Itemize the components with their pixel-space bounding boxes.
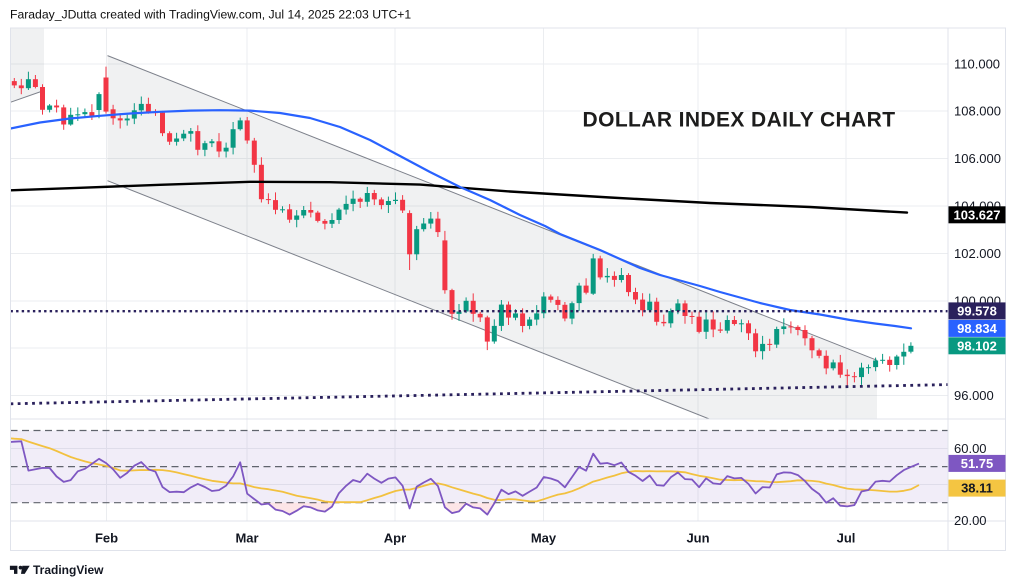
svg-text:110.000: 110.000 (954, 56, 1000, 71)
svg-text:98.102: 98.102 (957, 338, 997, 353)
svg-text:Faraday_JDutta created with Tr: Faraday_JDutta created with TradingView.… (10, 8, 411, 22)
svg-text:Jul: Jul (837, 531, 856, 546)
svg-text:TradingView: TradingView (33, 563, 104, 577)
svg-text:20.00: 20.00 (954, 513, 987, 528)
svg-text:38.11: 38.11 (961, 481, 993, 496)
svg-text:Jun: Jun (686, 531, 709, 546)
svg-text:May: May (531, 531, 557, 546)
svg-text:108.000: 108.000 (954, 104, 1001, 119)
svg-text:96.000: 96.000 (954, 388, 994, 403)
svg-text:103.627: 103.627 (954, 207, 1001, 222)
svg-text:51.75: 51.75 (961, 456, 994, 471)
svg-text:98.834: 98.834 (957, 321, 998, 336)
svg-text:Feb: Feb (95, 531, 118, 546)
svg-text:Apr: Apr (384, 531, 406, 546)
svg-text:DOLLAR INDEX DAILY CHART: DOLLAR INDEX DAILY CHART (583, 109, 896, 132)
svg-text:102.000: 102.000 (954, 246, 1001, 261)
svg-text:60.00: 60.00 (954, 441, 987, 456)
svg-text:106.000: 106.000 (954, 151, 1001, 166)
svg-text:99.578: 99.578 (957, 303, 997, 318)
svg-text:Mar: Mar (235, 531, 258, 546)
